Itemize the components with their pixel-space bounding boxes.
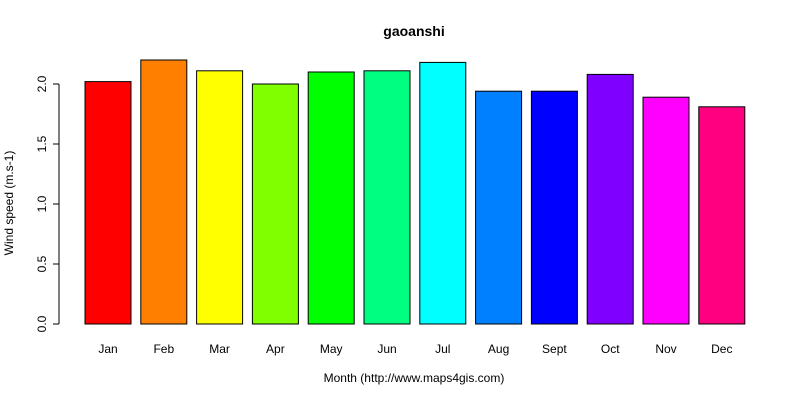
x-tick-label: Sept [542, 342, 567, 356]
bar-sept [530, 90, 578, 325]
x-tick-label: Oct [601, 342, 620, 356]
bar-feb [140, 59, 188, 325]
y-tick-label: 1.0 [35, 195, 49, 212]
x-tick-label: Jul [435, 342, 450, 356]
y-tick-label: 1.5 [35, 135, 49, 152]
bar-oct [586, 73, 634, 325]
x-axis-label: Month (http://www.maps4gis.com) [324, 371, 505, 385]
bar-dec [698, 106, 746, 325]
y-tick-label: 0.5 [35, 255, 49, 272]
bar-nov [642, 96, 690, 325]
y-axis-ticks: 0.0 0.5 1.0 1.5 2.0 [35, 75, 59, 332]
y-tick-label: 2.0 [35, 75, 49, 92]
x-tick-label: May [320, 342, 343, 356]
bar-apr [251, 83, 299, 325]
x-tick-label: Apr [266, 342, 285, 356]
x-tick-label: Jun [377, 342, 396, 356]
bar-may [307, 71, 355, 325]
y-axis-label: Wind speed (m.s-1) [2, 151, 16, 256]
x-tick-label: Aug [488, 342, 509, 356]
x-axis-tick-labels: Jan Feb Mar Apr May Jun Jul Aug Sept Oct Nov Dec [98, 342, 732, 356]
x-tick-label: Mar [209, 342, 230, 356]
x-tick-label: Dec [711, 342, 732, 356]
bars-group [84, 59, 746, 325]
x-tick-label: Jan [98, 342, 117, 356]
x-tick-label: Nov [655, 342, 676, 356]
bar-mar [196, 70, 244, 325]
x-tick-label: Feb [153, 342, 174, 356]
chart-title: gaoanshi [383, 23, 444, 39]
bar-aug [475, 90, 523, 325]
bar-jul [419, 61, 467, 325]
bar-jun [363, 70, 411, 325]
y-tick-label: 0.0 [35, 315, 49, 332]
bar-jan [84, 81, 132, 325]
